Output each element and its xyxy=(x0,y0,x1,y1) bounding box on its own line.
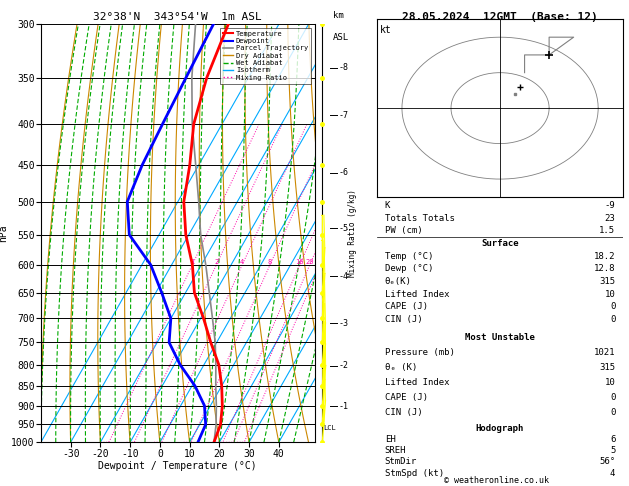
Text: -4: -4 xyxy=(339,272,349,281)
Text: PW (cm): PW (cm) xyxy=(385,226,423,235)
Text: θₑ(K): θₑ(K) xyxy=(385,277,411,286)
Text: km: km xyxy=(333,11,343,20)
Text: -3: -3 xyxy=(339,319,349,328)
Text: 10: 10 xyxy=(604,290,615,298)
Text: 16: 16 xyxy=(296,259,304,265)
Text: Temp (°C): Temp (°C) xyxy=(385,252,433,260)
Text: Hodograph: Hodograph xyxy=(476,424,524,433)
Text: -7: -7 xyxy=(339,111,349,120)
Text: 1021: 1021 xyxy=(594,348,615,358)
Text: Dewp (°C): Dewp (°C) xyxy=(385,264,433,273)
Text: Surface: Surface xyxy=(481,239,519,248)
Text: 315: 315 xyxy=(599,277,615,286)
Text: 20: 20 xyxy=(306,259,314,265)
Text: -5: -5 xyxy=(339,224,349,233)
Text: 12.8: 12.8 xyxy=(594,264,615,273)
Text: EH: EH xyxy=(385,435,396,444)
Text: 1: 1 xyxy=(190,259,194,265)
Text: 23: 23 xyxy=(604,214,615,223)
Text: 8: 8 xyxy=(268,259,272,265)
Text: -6: -6 xyxy=(339,168,349,177)
Text: 1.5: 1.5 xyxy=(599,226,615,235)
Text: 0: 0 xyxy=(610,315,615,324)
Text: 0: 0 xyxy=(610,393,615,402)
Text: StmSpd (kt): StmSpd (kt) xyxy=(385,469,444,478)
Text: CIN (J): CIN (J) xyxy=(385,408,423,417)
Text: Totals Totals: Totals Totals xyxy=(385,214,455,223)
Text: 0: 0 xyxy=(610,408,615,417)
Text: -1: -1 xyxy=(339,402,349,411)
Text: Pressure (mb): Pressure (mb) xyxy=(385,348,455,358)
Text: SREH: SREH xyxy=(385,446,406,455)
Text: 56°: 56° xyxy=(599,457,615,467)
Text: -9: -9 xyxy=(604,201,615,210)
Text: Most Unstable: Most Unstable xyxy=(465,333,535,343)
Text: CAPE (J): CAPE (J) xyxy=(385,393,428,402)
Legend: Temperature, Dewpoint, Parcel Trajectory, Dry Adiabat, Wet Adiabat, Isotherm, Mi: Temperature, Dewpoint, Parcel Trajectory… xyxy=(220,28,311,84)
Text: 4: 4 xyxy=(610,469,615,478)
Text: 5: 5 xyxy=(610,446,615,455)
Text: θₑ (K): θₑ (K) xyxy=(385,364,417,372)
Text: StmDir: StmDir xyxy=(385,457,417,467)
Text: LCL: LCL xyxy=(323,425,336,431)
Text: © weatheronline.co.uk: © weatheronline.co.uk xyxy=(445,476,549,485)
X-axis label: Dewpoint / Temperature (°C): Dewpoint / Temperature (°C) xyxy=(98,461,257,471)
Text: 10: 10 xyxy=(604,379,615,387)
Text: ASL: ASL xyxy=(333,33,349,42)
Text: CAPE (J): CAPE (J) xyxy=(385,302,428,311)
Text: 18.2: 18.2 xyxy=(594,252,615,260)
Y-axis label: hPa: hPa xyxy=(0,225,8,242)
Text: 315: 315 xyxy=(599,364,615,372)
Text: 6: 6 xyxy=(610,435,615,444)
Text: -8: -8 xyxy=(339,63,349,72)
Text: Lifted Index: Lifted Index xyxy=(385,290,449,298)
Title: 32°38'N  343°54'W  1m ASL: 32°38'N 343°54'W 1m ASL xyxy=(93,12,262,22)
Text: 0: 0 xyxy=(610,302,615,311)
Text: 28.05.2024  12GMT  (Base: 12): 28.05.2024 12GMT (Base: 12) xyxy=(402,12,598,22)
Text: Lifted Index: Lifted Index xyxy=(385,379,449,387)
Text: CIN (J): CIN (J) xyxy=(385,315,423,324)
Text: K: K xyxy=(385,201,390,210)
Text: 4: 4 xyxy=(240,259,244,265)
Text: kt: kt xyxy=(380,25,392,35)
Text: -2: -2 xyxy=(339,361,349,370)
Text: 2: 2 xyxy=(214,259,218,265)
Text: Mixing Ratio (g/kg): Mixing Ratio (g/kg) xyxy=(348,190,357,277)
